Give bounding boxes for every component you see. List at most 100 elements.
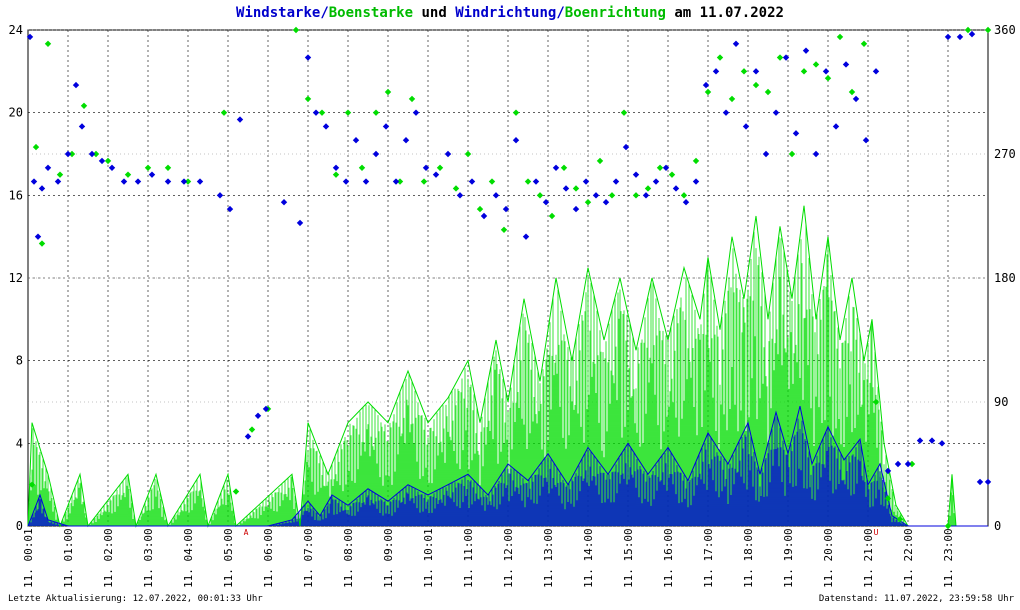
series-windrichtung-point-1 — [30, 178, 38, 185]
series-windrichtung-point-63 — [682, 199, 690, 206]
series-windrichtung-point-23 — [262, 405, 270, 413]
series-boenrichtung-point-52 — [728, 95, 736, 103]
series-windrichtung-point-13 — [134, 178, 142, 185]
series-windrichtung-point-66 — [712, 68, 720, 75]
series-boenrichtung-point-49 — [692, 157, 700, 165]
series-windrichtung-point-27 — [312, 109, 320, 116]
x-tick-8: 11. 08:00 — [342, 528, 355, 588]
series-boenrichtung-point-47 — [668, 171, 676, 178]
series-windrichtung-point-57 — [622, 143, 630, 151]
series-windrichtung-point-42 — [468, 178, 476, 185]
series-windrichtung-point-6 — [64, 150, 72, 158]
series-windrichtung-point-79 — [842, 61, 850, 68]
series-boenrichtung-point-29 — [452, 185, 460, 192]
series-boenrichtung-point-8 — [104, 157, 112, 165]
series-lines — [27, 205, 988, 528]
series-points — [26, 26, 992, 530]
series-boenrichtung-point-40 — [584, 199, 592, 206]
series-boenrichtung-point-51 — [716, 54, 724, 61]
series-windrichtung-point-55 — [602, 199, 610, 206]
series-windrichtung-point-71 — [762, 150, 770, 158]
series-boenrichtung-point-50 — [704, 88, 712, 96]
title-part-7: am 11.07.2022 — [666, 5, 784, 21]
series-windrichtung-point-24 — [280, 199, 288, 206]
series-boenrichtung-point-6 — [80, 102, 88, 109]
last-update-text: Letzte Aktualisierung: 12.07.2022, 00:01… — [8, 594, 263, 604]
series-boenrichtung-point-26 — [408, 95, 416, 103]
series-windrichtung-point-14 — [148, 171, 156, 178]
series-boenrichtung-point-48 — [680, 192, 688, 199]
series-windrichtung-point-16 — [180, 178, 188, 185]
x-tick-22: 11. 22:00 — [902, 528, 915, 588]
series-boenrichtung-point-27 — [420, 178, 428, 185]
series-windrichtung-point-31 — [352, 137, 360, 144]
x-tick-9: 11. 09:00 — [382, 528, 395, 588]
series-boenrichtung-point-70 — [984, 26, 992, 34]
x-tick-11: 11. 11:00 — [462, 528, 475, 588]
series-boenrichtung-point-2 — [38, 240, 46, 247]
series-windrichtung-point-19 — [226, 205, 234, 213]
x-tick-19: 11. 19:00 — [782, 528, 795, 588]
series-boenrichtung-point-65 — [884, 495, 892, 502]
x-tick-0: 11. 00:01 — [22, 528, 35, 588]
series-boenrichtung-point-67 — [908, 460, 916, 468]
x-tick-7: 11. 07:00 — [302, 528, 315, 588]
series-windrichtung-point-92 — [976, 478, 984, 486]
series-windrichtung-point-62 — [672, 185, 680, 192]
y-left-tick-3: 12 — [9, 271, 23, 285]
series-windrichtung-point-35 — [392, 178, 400, 185]
series-windrichtung-point-4 — [44, 164, 52, 171]
y-right-tick-4: 360 — [994, 23, 1016, 37]
series-boenrichtung-point-21 — [344, 109, 352, 116]
series-windrichtung-point-47 — [522, 233, 530, 240]
series-windrichtung-point-73 — [782, 54, 790, 61]
y-right-tick-labels: 0 90 180 270 360 — [994, 23, 1016, 533]
series-windrichtung-point-44 — [492, 192, 500, 199]
series-windrichtung-point-50 — [552, 164, 560, 171]
series-windrichtung-point-39 — [432, 171, 440, 178]
series-boenrichtung-point-57 — [788, 150, 796, 158]
series-windrichtung-point-91 — [968, 30, 976, 38]
x-tick-18: 11. 18:00 — [742, 528, 755, 588]
x-tick-13: 11. 13:00 — [542, 528, 555, 588]
series-windrichtung-point-82 — [872, 68, 880, 75]
series-windrichtung-point-36 — [402, 137, 410, 144]
series-windrichtung-point-68 — [732, 40, 740, 47]
series-windrichtung-point-51 — [562, 185, 570, 192]
series-windrichtung-point-49 — [542, 199, 550, 206]
series-boenrichtung-point-32 — [488, 178, 496, 185]
series-boenrichtung-point-25 — [396, 178, 404, 185]
series-boenrichtung-point-36 — [536, 192, 544, 199]
series-boenrichtung-point-41 — [596, 157, 604, 165]
x-tick-16: 11. 16:00 — [662, 528, 675, 588]
series-windrichtung-point-93 — [984, 478, 992, 486]
series-windrichtung-point-17 — [196, 178, 204, 185]
x-tick-14: 11. 14:00 — [582, 528, 595, 588]
x-tick-12: 11. 12:00 — [502, 528, 515, 588]
series-boenrichtung-point-59 — [812, 61, 820, 68]
series-windrichtung-point-15 — [164, 178, 172, 185]
series-boenrichtung-point-54 — [752, 81, 760, 89]
series-windrichtung-point-86 — [916, 437, 924, 444]
series-boenstarke-line — [27, 205, 988, 528]
series-boenrichtung-point-1 — [32, 143, 40, 151]
series-windrichtung-point-48 — [532, 178, 540, 185]
y-left-tick-6: 24 — [9, 23, 23, 37]
series-boenrichtung-point-30 — [464, 150, 472, 158]
series-boenrichtung-point-39 — [572, 185, 580, 192]
series-boenrichtung-point-35 — [524, 178, 532, 185]
series-boenrichtung-point-15 — [248, 426, 256, 433]
series-windrichtung-point-12 — [120, 178, 128, 185]
x-tick-5: 11. 05:00 — [222, 528, 235, 588]
series-windrichtung-point-34 — [382, 123, 390, 130]
series-boenrichtung-point-7 — [92, 150, 100, 158]
title-part-0: Windstarke — [236, 5, 320, 21]
series-windrichtung-point-76 — [812, 150, 820, 158]
series-boenrichtung-point-17 — [292, 26, 300, 34]
marker-a: A — [244, 528, 249, 537]
y-right-tick-2: 180 — [994, 271, 1016, 285]
series-boenrichtung-point-56 — [776, 54, 784, 61]
series-windrichtung-point-80 — [852, 95, 860, 103]
series-boenrichtung-point-14 — [232, 488, 240, 495]
